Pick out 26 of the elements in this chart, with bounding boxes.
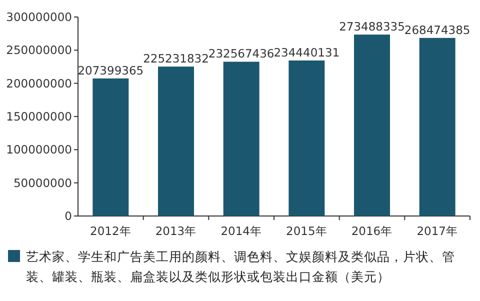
data-label: 225231832: [143, 52, 209, 66]
x-tick-label: 2014年: [220, 224, 262, 238]
x-tick-label: 2015年: [286, 224, 328, 238]
bar: [158, 66, 194, 216]
y-tick-label: 100000000: [6, 142, 72, 157]
bar: [223, 62, 260, 216]
data-label: 232567436: [208, 46, 274, 61]
bar: [92, 78, 129, 216]
data-label: 234440131: [274, 45, 340, 60]
y-tick-label: 200000000: [6, 76, 72, 90]
bar: [288, 60, 325, 216]
x-tick-label: 2013年: [155, 224, 197, 238]
y-tick-label: 250000000: [6, 43, 72, 58]
bar: [419, 38, 456, 216]
data-label: 268474385: [404, 22, 470, 37]
x-tick-label: 2012年: [90, 224, 132, 238]
x-tick-label: 2016年: [351, 224, 393, 238]
y-tick-label: 0: [64, 209, 72, 223]
y-tick-label: 150000000: [6, 110, 72, 124]
y-tick-label: 50000000: [13, 176, 72, 190]
data-label: 273488335: [339, 20, 405, 34]
x-tick-label: 2017年: [416, 224, 458, 238]
data-label: 207399365: [78, 63, 144, 78]
y-tick-label: 300000000: [6, 10, 72, 24]
legend-label: 艺术家、学生和广告美工用的颜料、调色料、文娱颜料及类似品，片状、管装、罐装、瓶装、扁盒装以及类似形状或包装出口金额（美元）: [26, 249, 455, 284]
bar: [354, 34, 390, 216]
